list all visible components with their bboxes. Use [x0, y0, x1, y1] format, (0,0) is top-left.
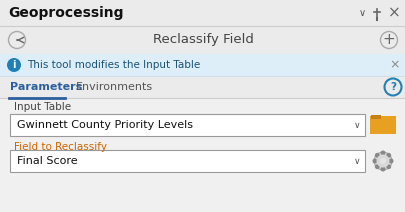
- Circle shape: [7, 58, 21, 72]
- Text: ∨: ∨: [358, 8, 364, 18]
- Text: ×: ×: [389, 59, 399, 71]
- Text: Gwinnett County Priority Levels: Gwinnett County Priority Levels: [17, 120, 192, 130]
- Text: i: i: [12, 60, 16, 70]
- Circle shape: [379, 151, 385, 155]
- Text: Reclassify Field: Reclassify Field: [152, 33, 253, 46]
- Bar: [0, 26, 405, 54]
- Text: Parameters: Parameters: [10, 82, 82, 92]
- Bar: [0, 98, 405, 212]
- Circle shape: [388, 159, 392, 163]
- Bar: [0, 76, 405, 98]
- Circle shape: [375, 155, 388, 167]
- Circle shape: [374, 153, 379, 158]
- Text: This tool modifies the Input Table: This tool modifies the Input Table: [27, 60, 200, 70]
- Text: Environments: Environments: [76, 82, 153, 92]
- Circle shape: [373, 152, 391, 170]
- Circle shape: [385, 164, 390, 169]
- Circle shape: [379, 158, 385, 164]
- Text: Final Score: Final Score: [17, 156, 77, 166]
- Circle shape: [385, 153, 390, 158]
- Text: +: +: [382, 32, 394, 47]
- Bar: [10, 114, 364, 136]
- Bar: [370, 115, 380, 119]
- Text: ∨: ∨: [353, 156, 359, 166]
- Text: ∨: ∨: [353, 120, 359, 130]
- Text: Field to Reclassify: Field to Reclassify: [14, 142, 107, 152]
- Text: Input Table: Input Table: [14, 102, 71, 112]
- Bar: [0, 54, 405, 76]
- Circle shape: [371, 159, 377, 163]
- Circle shape: [379, 166, 385, 172]
- Circle shape: [374, 164, 379, 169]
- Text: Geoprocessing: Geoprocessing: [8, 6, 123, 20]
- Bar: [0, 0, 405, 26]
- Text: ?: ?: [389, 82, 395, 92]
- Bar: [369, 116, 395, 134]
- Bar: [10, 150, 364, 172]
- Text: ×: ×: [387, 6, 399, 21]
